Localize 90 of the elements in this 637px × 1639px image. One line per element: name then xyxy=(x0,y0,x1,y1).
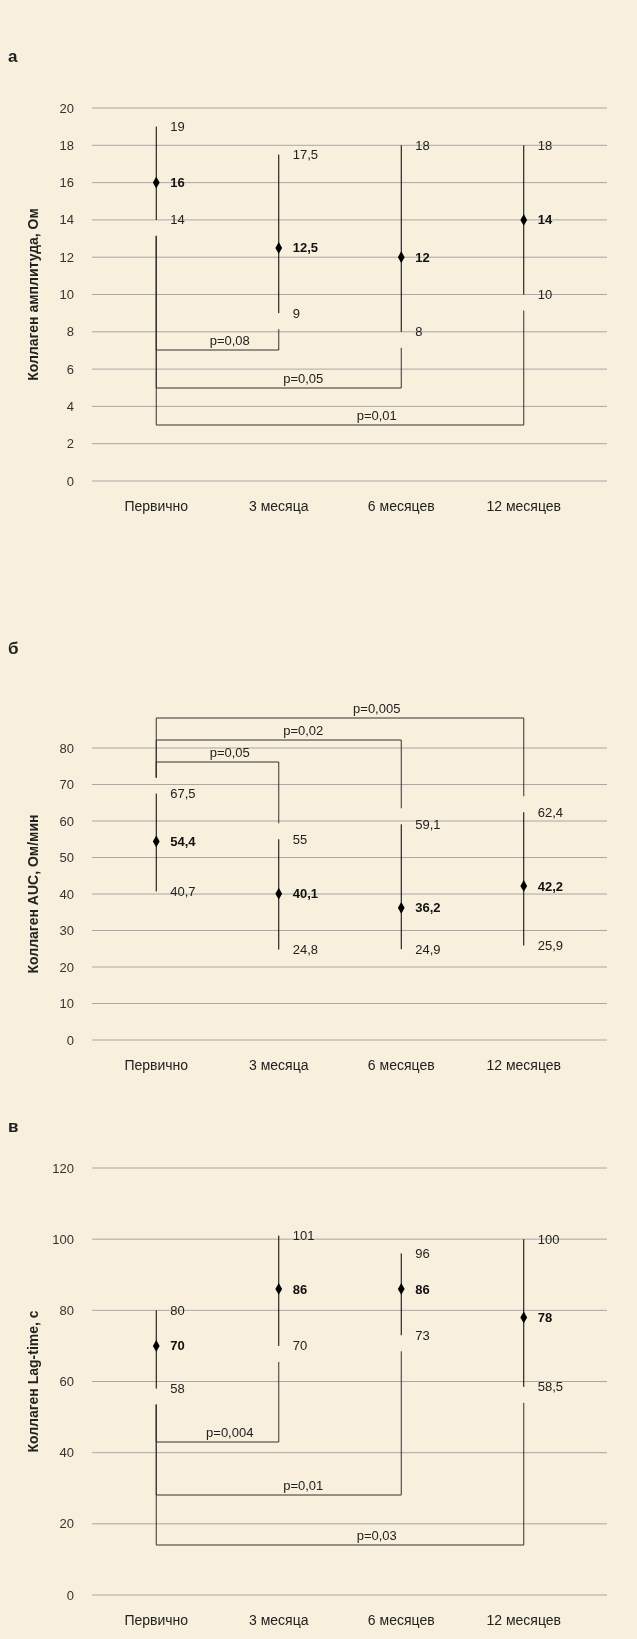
data-label: 12 xyxy=(415,249,430,265)
x-tick-label: 12 месяцев xyxy=(486,1057,562,1073)
x-tick-label: Первично xyxy=(124,498,189,514)
y-axis-title: Коллаген AUC, Ом/мин xyxy=(25,814,41,974)
y-axis-title: Коллаген амплитуда, Ом xyxy=(25,208,41,381)
y-tick-label: 10 xyxy=(59,996,74,1012)
data-label: 78 xyxy=(537,1310,553,1325)
annotation: 58,5 xyxy=(537,1379,564,1395)
y-tick-label: 2 xyxy=(66,436,74,452)
data-label: 16 xyxy=(170,175,185,191)
chart-title: в xyxy=(8,1117,19,1136)
x-tick-label: Первично xyxy=(124,1612,189,1628)
y-tick-label: 40 xyxy=(59,1445,74,1461)
y-tick-label: 20 xyxy=(59,959,74,975)
x-tick-label: 6 месяцев xyxy=(367,1612,435,1628)
y-tick-label: 18 xyxy=(59,137,74,153)
data-label: 14 xyxy=(537,212,553,228)
data-label: 70 xyxy=(170,1338,185,1354)
annotation: 58 xyxy=(170,1381,185,1397)
y-tick-label: 12 xyxy=(59,249,74,265)
annotation: 59,1 xyxy=(415,816,441,832)
annotation: 18 xyxy=(537,137,553,153)
x-tick-label: 12 месяцев xyxy=(486,1612,562,1628)
y-tick-label: 60 xyxy=(59,1374,74,1390)
annotation: 101 xyxy=(292,1228,315,1244)
y-tick-label: 8 xyxy=(66,324,74,340)
data-label: 54,4 xyxy=(170,833,197,849)
text: p=0,02 xyxy=(283,723,324,738)
data-label: 12,5 xyxy=(292,240,319,256)
data-label: 40,1 xyxy=(292,886,319,902)
annotation: 24,9 xyxy=(415,941,441,957)
annotation: 62,4 xyxy=(537,804,564,820)
y-tick-label: 20 xyxy=(59,1516,74,1532)
annotation: 96 xyxy=(415,1245,430,1261)
annotation: 100 xyxy=(537,1231,560,1247)
y-tick-label: 60 xyxy=(59,813,74,829)
annotation: 73 xyxy=(415,1327,430,1343)
y-tick-label: 14 xyxy=(59,212,74,228)
x-tick-label: 3 месяца xyxy=(249,498,309,514)
y-tick-label: 0 xyxy=(66,1032,74,1048)
annotation: p=0,03 xyxy=(356,1528,397,1543)
chart-title: а xyxy=(8,47,18,66)
annotation: 9 xyxy=(292,305,300,321)
text: p=0,005 xyxy=(353,701,401,716)
x-tick-label: 6 месяцев xyxy=(367,1057,435,1073)
annotation: 14 xyxy=(170,212,185,228)
annotation: 24,8 xyxy=(292,942,319,958)
annotation: 19 xyxy=(170,119,185,135)
y-tick-label: 50 xyxy=(59,850,74,866)
y-axis-title: Коллаген Lag-time, с xyxy=(25,1310,41,1453)
annotation: p=0,004 xyxy=(206,1425,254,1440)
y-tick-label: 120 xyxy=(52,1160,74,1176)
annotation: p=0,08 xyxy=(209,333,250,348)
annotation: p=0,01 xyxy=(283,1478,324,1493)
annotation: 10 xyxy=(537,287,553,303)
y-tick-label: 6 xyxy=(66,361,74,377)
x-tick-label: 3 месяца xyxy=(249,1057,309,1073)
annotation: 18 xyxy=(415,137,430,153)
annotation: p=0,05 xyxy=(283,371,324,386)
data-label: 36,2 xyxy=(415,900,441,916)
annotation: 55 xyxy=(292,831,308,847)
chart-title: б xyxy=(8,639,19,658)
y-tick-label: 16 xyxy=(59,175,74,191)
y-tick-label: 4 xyxy=(66,398,74,414)
annotation: 17,5 xyxy=(292,147,319,163)
annotation: 25,9 xyxy=(537,938,564,954)
data-label: 86 xyxy=(415,1281,430,1297)
x-tick-label: 6 месяцев xyxy=(367,498,435,514)
annotation: 70 xyxy=(292,1338,308,1354)
y-tick-label: 0 xyxy=(66,473,74,489)
y-tick-label: 0 xyxy=(66,1587,74,1603)
x-tick-label: 12 месяцев xyxy=(486,498,562,514)
annotation: 80 xyxy=(170,1302,185,1318)
y-tick-label: 40 xyxy=(59,886,74,902)
annotation: 67,5 xyxy=(170,786,196,802)
y-tick-label: 100 xyxy=(52,1231,74,1247)
annotation: 40,7 xyxy=(170,883,196,899)
y-tick-label: 80 xyxy=(59,1302,74,1318)
data-label: 42,2 xyxy=(537,878,564,894)
y-tick-label: 80 xyxy=(59,740,74,756)
annotation: p=0,05 xyxy=(209,745,250,760)
annotation: 8 xyxy=(415,324,423,340)
x-tick-label: Первично xyxy=(124,1057,189,1073)
annotation: p=0,01 xyxy=(356,408,397,423)
y-tick-label: 30 xyxy=(59,923,74,939)
y-tick-label: 70 xyxy=(59,777,74,793)
y-tick-label: 10 xyxy=(59,287,74,303)
y-tick-label: 20 xyxy=(59,100,74,116)
x-tick-label: 3 месяца xyxy=(249,1612,309,1628)
data-label: 86 xyxy=(292,1281,308,1297)
